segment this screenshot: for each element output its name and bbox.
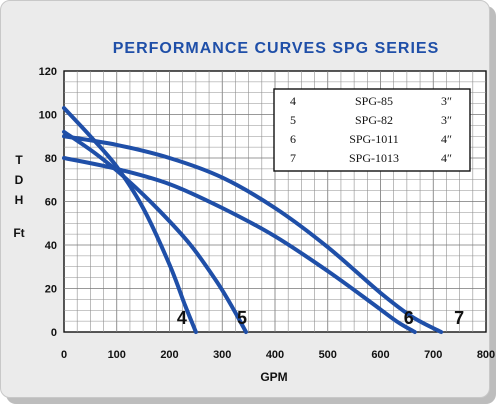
x-tick-label: 600 [371,349,389,361]
legend-number: 7 [290,151,296,165]
curve-7 [62,134,444,334]
curve-5 [62,129,248,334]
y-tick-label: 40 [45,240,57,252]
curve-labels: 4 5 6 7 [177,308,464,328]
y-tick-label: 20 [45,284,57,296]
y-tick-label: 0 [51,327,57,339]
y-axis-label: Ft [13,226,24,240]
x-axis-label: GPM [260,370,287,384]
chart-title: PERFORMANCE CURVES SPG SERIES [113,40,440,57]
legend-model: SPG-1013 [349,151,399,165]
curves [62,106,444,334]
legend: 4 SPG-85 3″ 5 SPG-82 3″ 6 SPG-1011 4″ 7 SPG-1013 4″ [273,88,471,172]
x-tick-label: 700 [424,349,442,361]
legend-model: SPG-85 [355,94,393,108]
y-tick-label: 80 [45,153,57,165]
x-tick-label: 500 [319,349,337,361]
y-tick-label: 120 [39,66,57,78]
legend-model: SPG-1011 [349,132,399,146]
x-tick-label: 100 [108,349,126,361]
chart-panel: PERFORMANCE CURVES SPG SERIES 0 100 200 300… [0,0,495,398]
curve-6 [62,156,417,334]
legend-size: 3″ [441,94,452,108]
legend-number: 4 [290,94,296,108]
x-tick-label: 300 [213,349,231,361]
y-axis-label: T [15,153,23,167]
curve-label-6: 6 [404,308,414,328]
x-tick-label: 200 [160,349,178,361]
y-axis-label: H [15,193,24,207]
legend-number: 6 [290,132,296,146]
legend-size: 4″ [441,132,452,146]
curve-label-4: 4 [177,308,187,328]
x-tick-label: 800 [477,349,495,361]
x-tick-label: 0 [61,349,67,361]
curve-label-5: 5 [237,308,247,328]
legend-size: 4″ [441,151,452,165]
legend-number: 5 [290,113,296,127]
y-axis-label: D [15,173,24,187]
y-tick-label: 60 [45,197,57,209]
legend-box [273,88,471,172]
curve-label-7: 7 [454,308,464,328]
axes: 0 100 200 300 400 500 600 700 800 0 20 40 60 80 100 120… [13,66,495,361]
legend-size: 3″ [441,113,452,127]
x-tick-label: 400 [266,349,284,361]
curve-4 [62,106,198,334]
y-tick-label: 100 [39,110,57,122]
legend-model: SPG-82 [355,113,393,127]
